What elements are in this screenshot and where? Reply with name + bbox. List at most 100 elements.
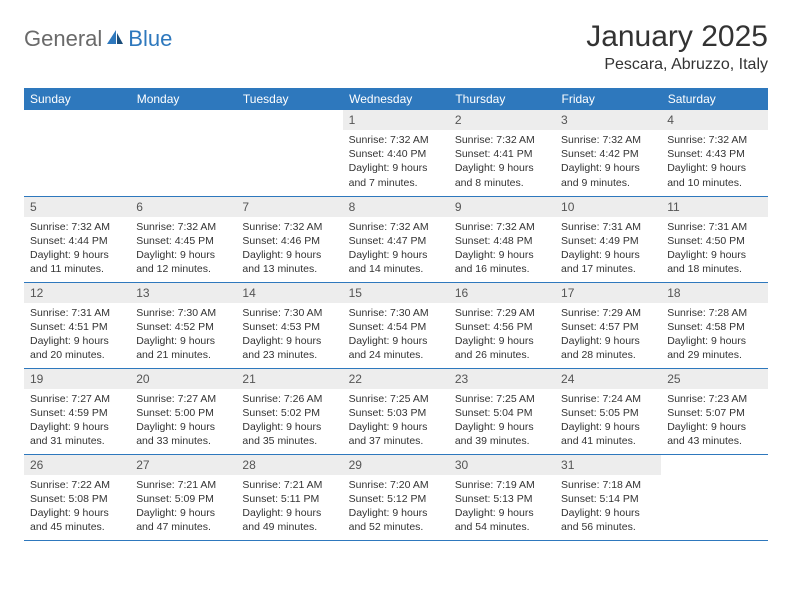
calendar-day-cell bbox=[661, 454, 767, 540]
day-content: Sunrise: 7:21 AMSunset: 5:09 PMDaylight:… bbox=[130, 475, 236, 539]
calendar-day-cell: 31Sunrise: 7:18 AMSunset: 5:14 PMDayligh… bbox=[555, 454, 661, 540]
calendar-week-row: 19Sunrise: 7:27 AMSunset: 4:59 PMDayligh… bbox=[24, 368, 768, 454]
calendar-day-cell: 27Sunrise: 7:21 AMSunset: 5:09 PMDayligh… bbox=[130, 454, 236, 540]
weekday-header: Sunday bbox=[24, 88, 130, 110]
calendar-day-cell: 17Sunrise: 7:29 AMSunset: 4:57 PMDayligh… bbox=[555, 282, 661, 368]
day-number: 24 bbox=[555, 369, 661, 389]
calendar-week-row: 12Sunrise: 7:31 AMSunset: 4:51 PMDayligh… bbox=[24, 282, 768, 368]
day-number: 5 bbox=[24, 197, 130, 217]
day-number: 11 bbox=[661, 197, 767, 217]
day-number: 30 bbox=[449, 455, 555, 475]
day-content: Sunrise: 7:32 AMSunset: 4:42 PMDaylight:… bbox=[555, 130, 661, 194]
day-number: 20 bbox=[130, 369, 236, 389]
day-content: Sunrise: 7:23 AMSunset: 5:07 PMDaylight:… bbox=[661, 389, 767, 453]
weekday-header: Saturday bbox=[661, 88, 767, 110]
weekday-header-row: Sunday Monday Tuesday Wednesday Thursday… bbox=[24, 88, 768, 110]
day-number: 9 bbox=[449, 197, 555, 217]
day-content: Sunrise: 7:32 AMSunset: 4:48 PMDaylight:… bbox=[449, 217, 555, 281]
day-number: 18 bbox=[661, 283, 767, 303]
day-content: Sunrise: 7:32 AMSunset: 4:45 PMDaylight:… bbox=[130, 217, 236, 281]
day-number: 8 bbox=[343, 197, 449, 217]
calendar-day-cell: 22Sunrise: 7:25 AMSunset: 5:03 PMDayligh… bbox=[343, 368, 449, 454]
calendar-day-cell: 19Sunrise: 7:27 AMSunset: 4:59 PMDayligh… bbox=[24, 368, 130, 454]
title-location: Pescara, Abruzzo, Italy bbox=[586, 56, 768, 74]
weekday-header: Tuesday bbox=[236, 88, 342, 110]
calendar-day-cell: 9Sunrise: 7:32 AMSunset: 4:48 PMDaylight… bbox=[449, 196, 555, 282]
day-number: 14 bbox=[236, 283, 342, 303]
day-number: 13 bbox=[130, 283, 236, 303]
day-number: 19 bbox=[24, 369, 130, 389]
weekday-header: Monday bbox=[130, 88, 236, 110]
calendar-day-cell: 8Sunrise: 7:32 AMSunset: 4:47 PMDaylight… bbox=[343, 196, 449, 282]
day-content: Sunrise: 7:30 AMSunset: 4:54 PMDaylight:… bbox=[343, 303, 449, 367]
calendar-day-cell: 12Sunrise: 7:31 AMSunset: 4:51 PMDayligh… bbox=[24, 282, 130, 368]
day-number: 12 bbox=[24, 283, 130, 303]
day-content: Sunrise: 7:31 AMSunset: 4:51 PMDaylight:… bbox=[24, 303, 130, 367]
page-header: General Blue January 2025 Pescara, Abruz… bbox=[24, 20, 768, 74]
calendar-day-cell: 25Sunrise: 7:23 AMSunset: 5:07 PMDayligh… bbox=[661, 368, 767, 454]
calendar-body: 1Sunrise: 7:32 AMSunset: 4:40 PMDaylight… bbox=[24, 110, 768, 540]
day-number: 27 bbox=[130, 455, 236, 475]
calendar-day-cell: 28Sunrise: 7:21 AMSunset: 5:11 PMDayligh… bbox=[236, 454, 342, 540]
day-number: 17 bbox=[555, 283, 661, 303]
day-content: Sunrise: 7:27 AMSunset: 4:59 PMDaylight:… bbox=[24, 389, 130, 453]
day-content: Sunrise: 7:25 AMSunset: 5:03 PMDaylight:… bbox=[343, 389, 449, 453]
day-content: Sunrise: 7:32 AMSunset: 4:44 PMDaylight:… bbox=[24, 217, 130, 281]
calendar-day-cell: 26Sunrise: 7:22 AMSunset: 5:08 PMDayligh… bbox=[24, 454, 130, 540]
calendar-day-cell bbox=[236, 110, 342, 196]
calendar-day-cell: 24Sunrise: 7:24 AMSunset: 5:05 PMDayligh… bbox=[555, 368, 661, 454]
calendar-week-row: 5Sunrise: 7:32 AMSunset: 4:44 PMDaylight… bbox=[24, 196, 768, 282]
day-number: 2 bbox=[449, 110, 555, 130]
day-content: Sunrise: 7:24 AMSunset: 5:05 PMDaylight:… bbox=[555, 389, 661, 453]
day-content: Sunrise: 7:32 AMSunset: 4:41 PMDaylight:… bbox=[449, 130, 555, 194]
calendar-day-cell: 5Sunrise: 7:32 AMSunset: 4:44 PMDaylight… bbox=[24, 196, 130, 282]
day-content: Sunrise: 7:32 AMSunset: 4:40 PMDaylight:… bbox=[343, 130, 449, 194]
day-number: 4 bbox=[661, 110, 767, 130]
day-content: Sunrise: 7:27 AMSunset: 5:00 PMDaylight:… bbox=[130, 389, 236, 453]
calendar-day-cell: 15Sunrise: 7:30 AMSunset: 4:54 PMDayligh… bbox=[343, 282, 449, 368]
day-number: 1 bbox=[343, 110, 449, 130]
day-content: Sunrise: 7:26 AMSunset: 5:02 PMDaylight:… bbox=[236, 389, 342, 453]
day-content: Sunrise: 7:30 AMSunset: 4:52 PMDaylight:… bbox=[130, 303, 236, 367]
day-content: Sunrise: 7:30 AMSunset: 4:53 PMDaylight:… bbox=[236, 303, 342, 367]
calendar-day-cell: 30Sunrise: 7:19 AMSunset: 5:13 PMDayligh… bbox=[449, 454, 555, 540]
calendar-day-cell bbox=[24, 110, 130, 196]
day-content: Sunrise: 7:25 AMSunset: 5:04 PMDaylight:… bbox=[449, 389, 555, 453]
weekday-header: Wednesday bbox=[343, 88, 449, 110]
calendar-day-cell: 23Sunrise: 7:25 AMSunset: 5:04 PMDayligh… bbox=[449, 368, 555, 454]
day-content: Sunrise: 7:31 AMSunset: 4:50 PMDaylight:… bbox=[661, 217, 767, 281]
calendar-day-cell: 14Sunrise: 7:30 AMSunset: 4:53 PMDayligh… bbox=[236, 282, 342, 368]
calendar-day-cell: 7Sunrise: 7:32 AMSunset: 4:46 PMDaylight… bbox=[236, 196, 342, 282]
calendar-day-cell: 10Sunrise: 7:31 AMSunset: 4:49 PMDayligh… bbox=[555, 196, 661, 282]
day-number: 28 bbox=[236, 455, 342, 475]
calendar-day-cell: 29Sunrise: 7:20 AMSunset: 5:12 PMDayligh… bbox=[343, 454, 449, 540]
calendar-day-cell: 6Sunrise: 7:32 AMSunset: 4:45 PMDaylight… bbox=[130, 196, 236, 282]
day-content: Sunrise: 7:31 AMSunset: 4:49 PMDaylight:… bbox=[555, 217, 661, 281]
calendar-day-cell: 4Sunrise: 7:32 AMSunset: 4:43 PMDaylight… bbox=[661, 110, 767, 196]
day-number: 15 bbox=[343, 283, 449, 303]
logo: General Blue bbox=[24, 26, 172, 52]
day-content: Sunrise: 7:29 AMSunset: 4:57 PMDaylight:… bbox=[555, 303, 661, 367]
day-content: Sunrise: 7:29 AMSunset: 4:56 PMDaylight:… bbox=[449, 303, 555, 367]
day-number: 22 bbox=[343, 369, 449, 389]
calendar-day-cell: 13Sunrise: 7:30 AMSunset: 4:52 PMDayligh… bbox=[130, 282, 236, 368]
calendar-day-cell: 21Sunrise: 7:26 AMSunset: 5:02 PMDayligh… bbox=[236, 368, 342, 454]
calendar-week-row: 1Sunrise: 7:32 AMSunset: 4:40 PMDaylight… bbox=[24, 110, 768, 196]
day-content: Sunrise: 7:32 AMSunset: 4:47 PMDaylight:… bbox=[343, 217, 449, 281]
calendar-week-row: 26Sunrise: 7:22 AMSunset: 5:08 PMDayligh… bbox=[24, 454, 768, 540]
title-block: January 2025 Pescara, Abruzzo, Italy bbox=[586, 20, 768, 74]
day-content: Sunrise: 7:20 AMSunset: 5:12 PMDaylight:… bbox=[343, 475, 449, 539]
sail-icon bbox=[105, 26, 125, 52]
title-month-year: January 2025 bbox=[586, 20, 768, 54]
day-number: 3 bbox=[555, 110, 661, 130]
calendar-day-cell: 3Sunrise: 7:32 AMSunset: 4:42 PMDaylight… bbox=[555, 110, 661, 196]
day-number: 21 bbox=[236, 369, 342, 389]
day-number: 10 bbox=[555, 197, 661, 217]
weekday-header: Friday bbox=[555, 88, 661, 110]
day-content: Sunrise: 7:22 AMSunset: 5:08 PMDaylight:… bbox=[24, 475, 130, 539]
day-number: 29 bbox=[343, 455, 449, 475]
day-number: 7 bbox=[236, 197, 342, 217]
day-content: Sunrise: 7:32 AMSunset: 4:46 PMDaylight:… bbox=[236, 217, 342, 281]
day-content: Sunrise: 7:19 AMSunset: 5:13 PMDaylight:… bbox=[449, 475, 555, 539]
calendar-day-cell: 18Sunrise: 7:28 AMSunset: 4:58 PMDayligh… bbox=[661, 282, 767, 368]
